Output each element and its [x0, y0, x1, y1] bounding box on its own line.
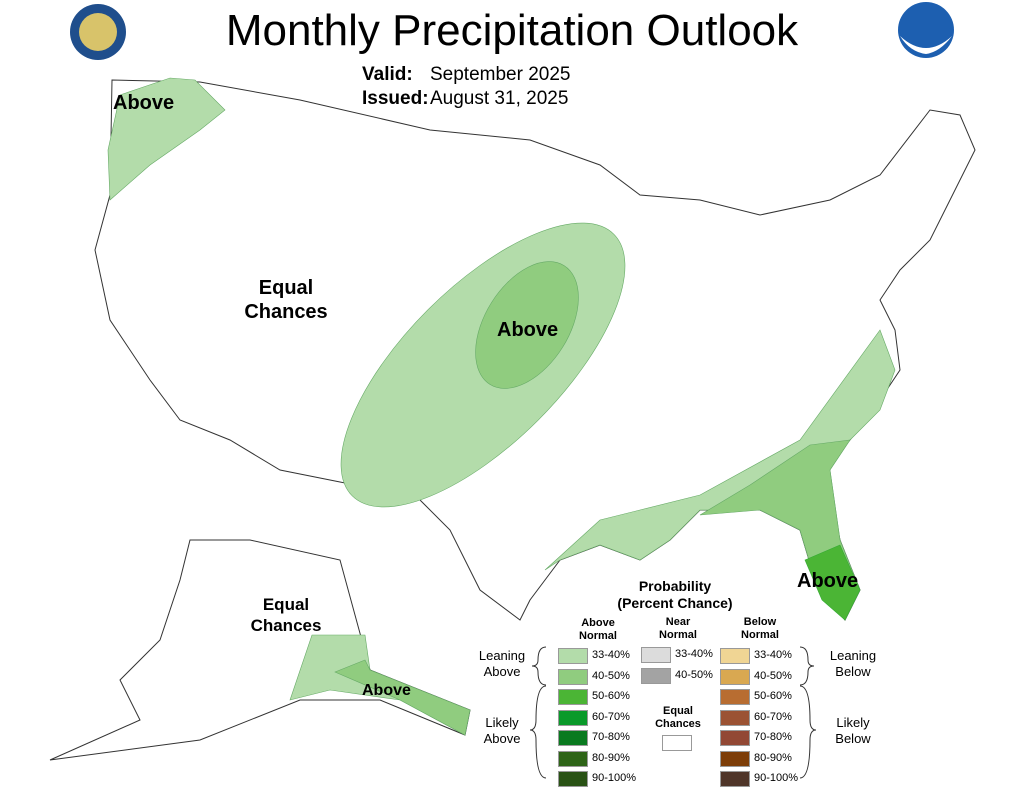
- legend-swatch: [558, 668, 588, 685]
- col-header: Normal: [741, 629, 779, 641]
- side-label: Below: [835, 664, 871, 679]
- legend-swatch: [720, 689, 750, 705]
- pnw-above-region: [107, 77, 226, 201]
- alaska-outline: [49, 539, 471, 761]
- alaska-above-core: [334, 659, 471, 736]
- legend-swatch: [641, 647, 671, 663]
- doc-seal-icon: [70, 4, 126, 60]
- legend-swatch-label: 80-90%: [592, 751, 630, 764]
- legend-swatch: [641, 667, 671, 684]
- col-header: Normal: [579, 630, 617, 642]
- label-line: Chances: [244, 301, 328, 323]
- legend-swatch: [558, 709, 588, 726]
- legend-swatch: [558, 648, 588, 664]
- side-label: Likely: [485, 715, 519, 730]
- valid-value: September 2025: [430, 64, 571, 85]
- legend-swatch-label: 50-60%: [592, 690, 630, 702]
- legend-swatch-label: 60-70%: [592, 710, 630, 723]
- side-label: Leaning: [829, 648, 877, 663]
- page-title: Monthly Precipitation Outlook: [225, 6, 799, 55]
- label-pnw: Above: [113, 92, 175, 114]
- valid-line: Valid: September 2025: [362, 64, 571, 86]
- side-label: Above: [483, 664, 521, 679]
- central-above-core: [475, 261, 579, 389]
- side-label: Above: [483, 731, 521, 746]
- issued-label: Issued:: [362, 88, 429, 109]
- legend-swatch-label: 33-40%: [592, 649, 630, 661]
- legend-swatch-label: 90-100%: [754, 772, 799, 784]
- legend-swatch: [720, 709, 750, 726]
- legend-swatch-label: 40-50%: [675, 668, 713, 681]
- legend-swatch: [558, 730, 588, 746]
- label-central: Above: [497, 319, 559, 341]
- legend-swatch: [720, 648, 750, 664]
- noaa-logo-icon: [898, 2, 954, 58]
- valid-label: Valid:: [362, 64, 413, 85]
- col-header: Below: [743, 616, 777, 628]
- legend-swatch: [558, 689, 588, 705]
- legend-swatch-label: 33-40%: [754, 649, 792, 661]
- legend-swatch-label: 70-80%: [592, 731, 630, 743]
- issued-line: Issued:August 31, 2025: [362, 88, 568, 110]
- label-alaska-equal: Equal Chances: [236, 594, 336, 636]
- florida-likely-above: [804, 544, 861, 621]
- equal-chances-swatch: [662, 735, 692, 751]
- legend-swatch-label: 60-70%: [754, 710, 792, 723]
- label-line: Equal: [262, 595, 310, 614]
- side-label: Likely: [836, 715, 870, 730]
- legend-swatch: [558, 771, 588, 787]
- equal-label: Equal: [663, 705, 693, 717]
- legend-title: Probability: [638, 578, 712, 594]
- legend-swatch: [558, 750, 588, 767]
- legend-swatch-label: 90-100%: [592, 772, 637, 784]
- legend-swatch: [720, 730, 750, 746]
- legend-swatch: [720, 771, 750, 787]
- legend-swatch-label: 50-60%: [754, 690, 792, 702]
- side-label: Below: [835, 731, 871, 746]
- label-west-equal: Equal Chances: [236, 276, 336, 324]
- legend-swatch-label: 33-40%: [675, 648, 713, 660]
- col-header: Above: [581, 617, 615, 629]
- legend-swatch-label: 80-90%: [754, 751, 792, 764]
- issued-value: August 31, 2025: [430, 88, 569, 109]
- equal-label: Chances: [655, 718, 701, 730]
- label-line: Equal: [258, 277, 314, 299]
- col-header: Near: [665, 616, 691, 628]
- legend-swatch-label: 40-50%: [754, 669, 792, 682]
- legend-braces: [529, 646, 817, 779]
- legend-swatch-label: 70-80%: [754, 731, 792, 743]
- legend-swatch: [720, 750, 750, 767]
- legend-swatch-label: 40-50%: [592, 669, 630, 682]
- label-alaska-se: Above: [362, 682, 411, 699]
- label-florida: Above: [797, 570, 859, 592]
- legend-subtitle: (Percent Chance): [617, 595, 733, 611]
- side-label: Leaning: [478, 648, 526, 663]
- col-header: Normal: [659, 629, 697, 641]
- legend-swatch: [720, 668, 750, 685]
- label-line: Chances: [250, 616, 322, 635]
